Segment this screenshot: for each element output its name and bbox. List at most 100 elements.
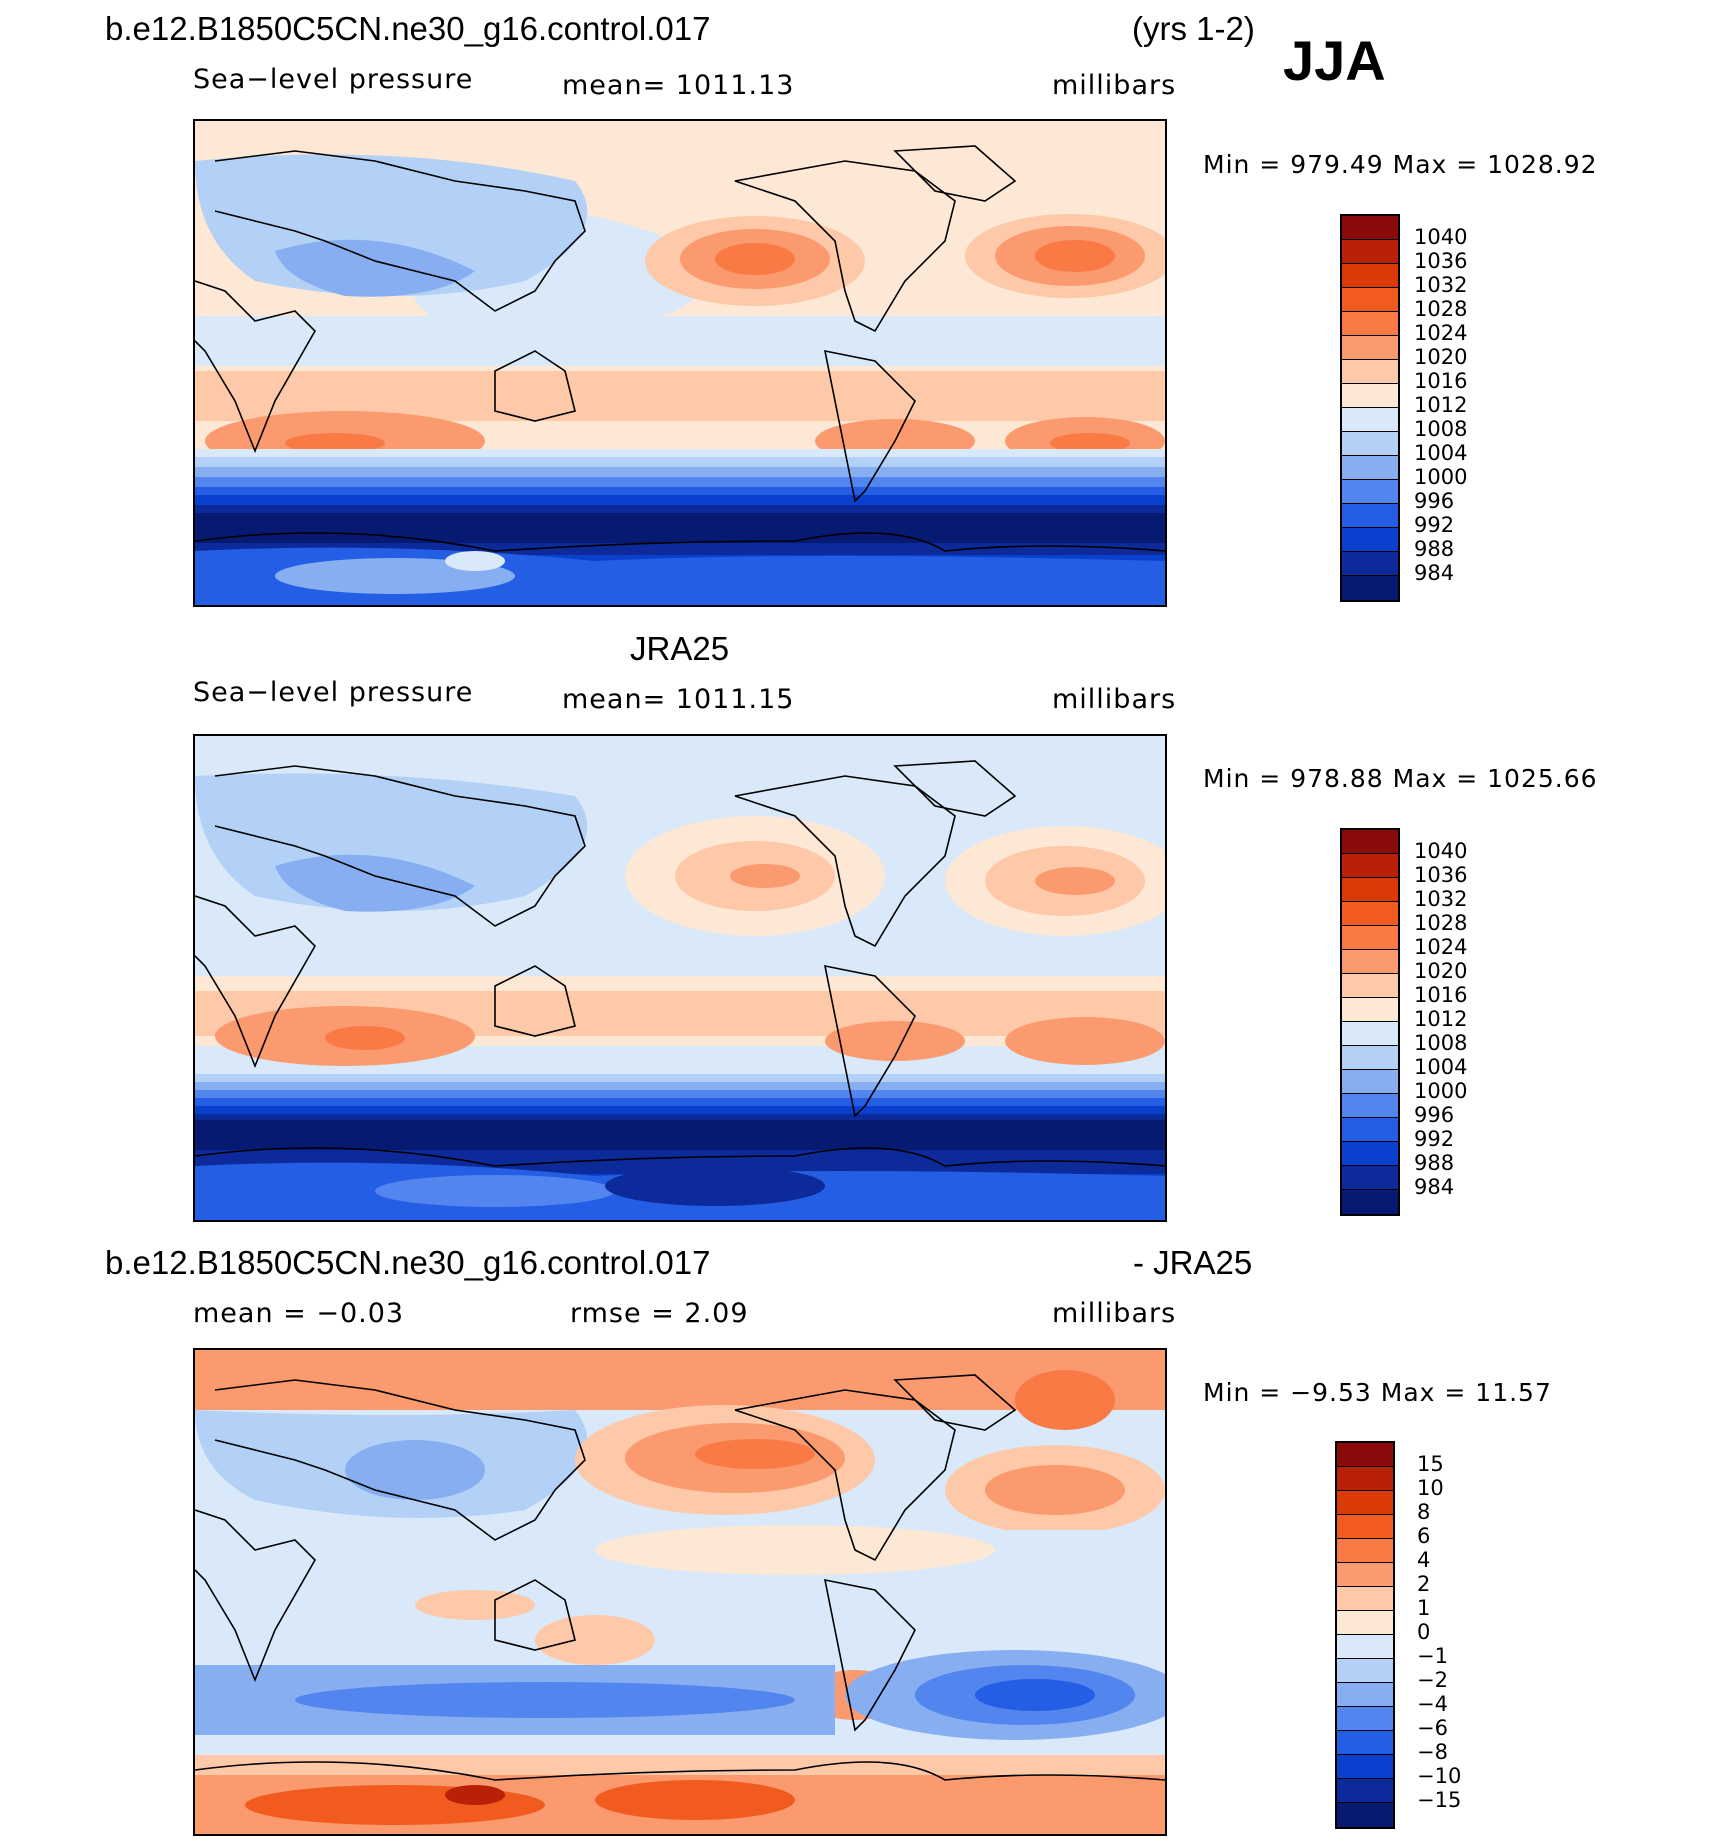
colorbar-swatch (1337, 1755, 1393, 1779)
panel1-variable: Sea−level pressure (193, 64, 474, 95)
north-pacific-positive-core (695, 1439, 815, 1469)
colorbar-swatch (1337, 1635, 1393, 1659)
colorbar-tick-label: 0 (1417, 1620, 1431, 1644)
colorbar-tick-label: 8 (1417, 1500, 1431, 1524)
colorbar-swatch (1342, 576, 1398, 600)
high-pressure-cell (825, 1021, 965, 1061)
circumpolar-trough-core (195, 513, 1165, 543)
panel1-map-svg (195, 121, 1165, 605)
negative-anomaly (345, 1440, 485, 1500)
colorbar-tick-label: −2 (1417, 1668, 1448, 1692)
panel2-minmax: Min = 978.88 Max = 1025.66 (1203, 764, 1598, 793)
panel2-map (193, 734, 1167, 1222)
colorbar-swatch (1337, 1707, 1393, 1731)
high-pressure-core (325, 1026, 405, 1050)
colorbar-swatch (1342, 902, 1398, 926)
colorbar-swatch (1342, 480, 1398, 504)
panel3-minmax: Min = −9.53 Max = 11.57 (1203, 1378, 1552, 1407)
north-atlantic-high-core (1035, 240, 1115, 272)
colorbar-swatch (1337, 1587, 1393, 1611)
colorbar-swatch (1342, 854, 1398, 878)
colorbar-swatch (1337, 1803, 1393, 1827)
panel3-units: millibars (1052, 1298, 1177, 1329)
colorbar-tick-label: 1012 (1414, 393, 1468, 417)
colorbar-swatch (1342, 408, 1398, 432)
coastlines (195, 145, 1165, 552)
colorbar-swatch (1337, 1515, 1393, 1539)
colorbar-swatch (1342, 336, 1398, 360)
colorbar-swatch (1342, 1118, 1398, 1142)
colorbar-tick-label: 15 (1417, 1452, 1444, 1476)
colorbar-swatch (1342, 288, 1398, 312)
panel1-case-title: b.e12.B1850C5CN.ne30_g16.control.017 (105, 10, 711, 47)
panel2-title: JRA25 (630, 630, 730, 667)
colorbar-tick-label: 988 (1414, 1151, 1455, 1175)
north-atlantic-positive-core (985, 1465, 1125, 1515)
colorbar-swatch (1342, 1094, 1398, 1118)
weak-positive (595, 1525, 995, 1575)
coastlines (195, 760, 1165, 1167)
colorbar-swatch (1342, 1166, 1398, 1190)
colorbar-swatch (1337, 1731, 1393, 1755)
colorbar-tick-label: 1028 (1414, 297, 1468, 321)
panel1-mean: mean= 1011.13 (562, 70, 795, 101)
north-pacific-high-core (715, 243, 795, 275)
colorbar-swatch (1342, 950, 1398, 974)
panel3-case-title: b.e12.B1850C5CN.ne30_g16.control.017 (105, 1244, 711, 1281)
colorbar-swatch (1337, 1443, 1393, 1467)
colorbar-tick-label: 1040 (1414, 225, 1468, 249)
panel2-map-svg (195, 736, 1165, 1220)
colorbar-tick-label: 1016 (1414, 983, 1468, 1007)
colorbar-tick-label: 1036 (1414, 863, 1468, 887)
colorbar-swatch (1342, 974, 1398, 998)
arctic-band (195, 736, 1165, 776)
colorbar-swatch (1337, 1467, 1393, 1491)
colorbar-tick-label: 992 (1414, 1127, 1455, 1151)
colorbar-tick-label: −10 (1417, 1764, 1462, 1788)
colorbar-tick-label: 1008 (1414, 417, 1468, 441)
colorbar-tick-label: 1024 (1414, 321, 1468, 345)
colorbar-swatch (1342, 528, 1398, 552)
colorbar-swatch (1342, 878, 1398, 902)
panel2-units: millibars (1052, 684, 1177, 715)
panel1-map (193, 119, 1167, 607)
equatorial-band (195, 316, 1165, 366)
colorbar-tick-label: −15 (1417, 1788, 1462, 1812)
colorbar-swatch (1342, 312, 1398, 336)
colorbar-swatch (1342, 1070, 1398, 1094)
colorbar-tick-label: 1000 (1414, 1079, 1468, 1103)
panel1-colorbar (1340, 214, 1400, 602)
north-atlantic-high-core (1035, 867, 1115, 895)
colorbar-tick-label: 984 (1414, 561, 1455, 585)
north-pacific-high-core (730, 864, 800, 888)
panel3-colorbar (1335, 1441, 1395, 1829)
colorbar-swatch (1342, 1142, 1398, 1166)
colorbar-swatch (1337, 1563, 1393, 1587)
colorbar-swatch (1342, 216, 1398, 240)
antarctic-high-core (445, 551, 505, 571)
antarctic-low (605, 1166, 825, 1206)
coastlines (195, 1374, 1165, 1781)
colorbar-tick-label: −1 (1417, 1644, 1448, 1668)
colorbar-tick-label: 6 (1417, 1524, 1431, 1548)
colorbar-tick-label: 1032 (1414, 887, 1468, 911)
colorbar-tick-label: 996 (1414, 1103, 1455, 1127)
colorbar-swatch (1342, 998, 1398, 1022)
colorbar-swatch (1337, 1779, 1393, 1803)
colorbar-tick-label: 1004 (1414, 1055, 1468, 1079)
panel3-rmse: rmse = 2.09 (570, 1298, 749, 1329)
colorbar-swatch (1342, 360, 1398, 384)
colorbar-tick-label: 992 (1414, 513, 1455, 537)
colorbar-tick-label: 2 (1417, 1572, 1431, 1596)
colorbar-swatch (1342, 264, 1398, 288)
colorbar-swatch (1342, 504, 1398, 528)
colorbar-tick-label: 1032 (1414, 273, 1468, 297)
colorbar-swatch (1342, 240, 1398, 264)
asian-monsoon-low (275, 854, 475, 912)
colorbar-tick-label: 1012 (1414, 1007, 1468, 1031)
high-pressure-cell (1005, 1017, 1165, 1065)
weak-positive (415, 1590, 535, 1620)
colorbar-tick-label: 1028 (1414, 911, 1468, 935)
colorbar-tick-label: 1 (1417, 1596, 1431, 1620)
panel2-colorbar (1340, 828, 1400, 1216)
